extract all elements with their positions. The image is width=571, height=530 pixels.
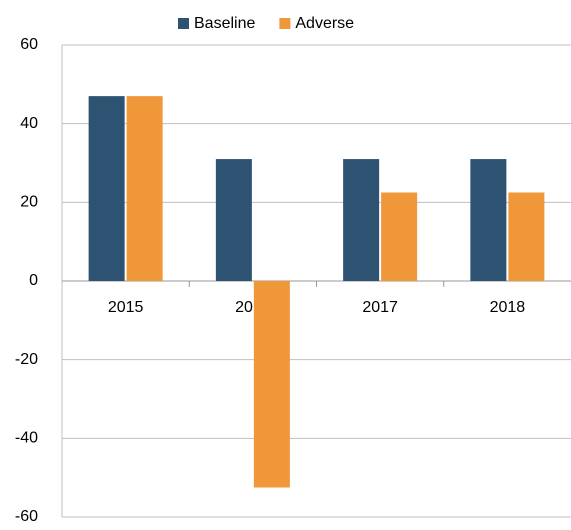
bar <box>88 96 125 281</box>
bar <box>215 159 252 281</box>
x-tick-label: 2017 <box>362 299 398 316</box>
y-tick-label: -20 <box>15 351 38 368</box>
bar <box>253 281 290 488</box>
bar <box>508 192 545 281</box>
bar <box>381 192 418 281</box>
y-tick-label: -60 <box>15 508 38 525</box>
y-tick-label: 40 <box>20 115 38 132</box>
y-tick-label: -40 <box>15 430 38 447</box>
y-tick-label: 0 <box>29 272 38 289</box>
y-tick-label: 60 <box>20 36 38 53</box>
x-tick-label: 2018 <box>490 299 526 316</box>
legend-label: Baseline <box>194 15 255 32</box>
legend-swatch <box>279 18 291 29</box>
bar <box>470 159 507 281</box>
bar <box>126 96 163 281</box>
legend-label: Adverse <box>295 15 354 32</box>
x-tick-label: 2015 <box>108 299 144 316</box>
bar <box>343 159 380 281</box>
y-tick-label: 20 <box>20 194 38 211</box>
legend-swatch <box>178 18 189 29</box>
